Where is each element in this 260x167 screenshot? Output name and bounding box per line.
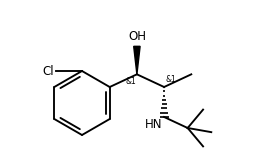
Text: &1: &1 bbox=[165, 75, 176, 84]
Polygon shape bbox=[134, 46, 140, 74]
Text: Cl: Cl bbox=[42, 64, 54, 77]
Text: HN: HN bbox=[145, 118, 162, 131]
Text: OH: OH bbox=[128, 30, 146, 43]
Text: &1: &1 bbox=[125, 77, 136, 86]
